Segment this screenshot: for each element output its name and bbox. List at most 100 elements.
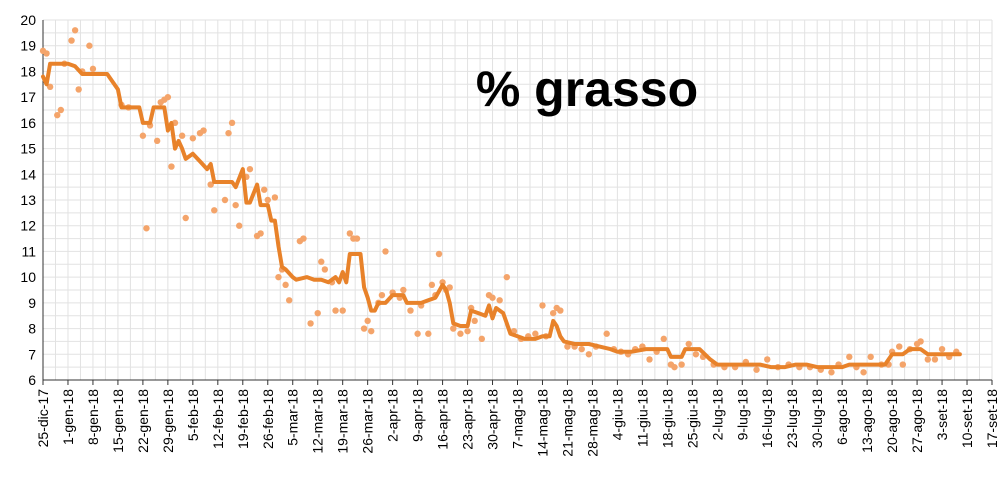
x-tick-label: 18-giu-18 (659, 389, 675, 448)
trend-line (41, 61, 962, 370)
measure-point (189, 135, 197, 142)
x-tick-label: 12-mar-18 (310, 389, 326, 454)
measure-point (660, 335, 667, 343)
y-tick-label: 19 (20, 38, 36, 54)
x-tick-label: 1-gen-18 (60, 389, 76, 445)
measure-point (71, 27, 79, 34)
y-tick-label: 20 (20, 12, 36, 28)
measure-point (68, 37, 75, 44)
x-tick-label: 3-set-18 (934, 389, 950, 441)
x-tick-label: 5-mar-18 (285, 389, 301, 446)
y-tick-label: 8 (28, 321, 36, 337)
measure-point (339, 307, 346, 314)
measure-point (496, 297, 503, 304)
x-tick-label: 12-feb-18 (210, 389, 226, 449)
x-tick-label: 22-gen-18 (135, 389, 151, 453)
measure-point (200, 127, 207, 134)
measure-point (685, 340, 692, 348)
measure-point (478, 335, 486, 343)
x-tick-label: 16-lug-18 (759, 389, 775, 448)
measure-point (353, 235, 361, 242)
x-tick-labels: 25-dic-17 1-gen-18 8-gen-18 15-gen-18 22-gen… (35, 389, 1000, 457)
x-tick-label: 16-apr-18 (435, 389, 451, 450)
trend-line-group (41, 61, 962, 370)
measure-point (360, 325, 368, 332)
x-tick-label: 2-lug-18 (709, 389, 725, 441)
x-tick-label: 13-ago-18 (859, 389, 875, 453)
x-tick-label: 8-gen-18 (85, 389, 101, 445)
x-tick-label: 9-apr-18 (410, 389, 426, 442)
measure-point (314, 309, 321, 317)
x-tick-label: 26-mar-18 (360, 389, 376, 454)
x-tick-label: 5-feb-18 (185, 389, 201, 441)
x-tick-label: 7-mag-18 (510, 389, 526, 449)
y-tick-label: 10 (20, 269, 36, 285)
x-tick-label: 23-apr-18 (460, 389, 476, 450)
measure-point (164, 93, 172, 101)
y-tick-label: 18 (20, 63, 36, 79)
measure-points (39, 27, 960, 376)
measure-point (43, 50, 50, 57)
measure-point (143, 225, 150, 232)
measure-point (532, 330, 539, 337)
measure-point (225, 129, 232, 137)
measure-point (549, 309, 557, 317)
x-tick-label: 27-ago-18 (909, 389, 925, 453)
measure-point (275, 273, 282, 281)
measure-point (75, 86, 82, 93)
measure-point (860, 369, 867, 376)
measure-point (364, 317, 371, 325)
measure-point (924, 356, 931, 363)
measure-point (828, 369, 835, 376)
measure-point (264, 196, 271, 204)
x-tick-label: 19-feb-18 (235, 389, 251, 449)
measure-point (89, 65, 97, 73)
x-tick-label: 15-gen-18 (110, 389, 126, 453)
measure-point (282, 281, 289, 289)
measure-point (425, 330, 432, 337)
y-tick-label: 12 (20, 218, 36, 234)
measure-point (346, 230, 354, 237)
measure-point (207, 181, 214, 188)
y-tick-label: 14 (20, 166, 36, 182)
measure-point (464, 327, 471, 335)
x-tick-label: 30-lug-18 (809, 389, 825, 448)
x-tick-label: 10-set-18 (959, 389, 975, 448)
grid (42, 19, 993, 381)
measure-point (764, 356, 771, 363)
x-tick-label: 28-mag-18 (584, 389, 600, 457)
y-tick-label: 6 (28, 372, 36, 388)
x-tick-label: 11-giu-18 (634, 389, 650, 447)
measure-point (271, 194, 279, 201)
measure-point (407, 307, 414, 314)
measure-point (400, 286, 407, 294)
measure-point (368, 327, 375, 335)
measure-point (446, 284, 453, 291)
measure-point (585, 351, 593, 358)
measure-point (867, 353, 874, 361)
measure-point (450, 325, 457, 332)
y-tick-label: 16 (20, 115, 36, 131)
y-tick-label: 15 (20, 141, 36, 157)
x-tick-label: 20-ago-18 (884, 389, 900, 453)
measure-point (260, 186, 268, 193)
measure-point (603, 330, 610, 337)
y-tick-label: 13 (20, 192, 36, 208)
x-tick-label: 25-giu-18 (684, 389, 700, 448)
measure-point (646, 356, 653, 363)
x-tick-label: 30-apr-18 (485, 389, 501, 450)
measure-point (139, 132, 147, 139)
x-tick-label: 21-mag-18 (559, 389, 575, 457)
measure-point (168, 163, 175, 170)
x-tick-label: 4-giu-18 (609, 389, 625, 441)
measure-point (378, 291, 386, 299)
measure-point (178, 132, 186, 139)
y-tick-labels: 6 7 8 9 10 11 12 13 14 15 16 17 18 19 20 (20, 12, 36, 388)
measure-point (332, 307, 339, 314)
measure-point (917, 338, 924, 345)
measure-point (671, 363, 678, 371)
measure-point (246, 165, 254, 173)
measure-point (153, 137, 161, 145)
